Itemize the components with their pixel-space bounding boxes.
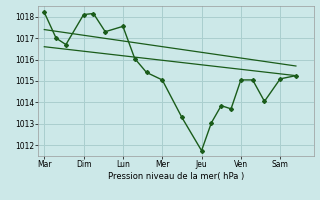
X-axis label: Pression niveau de la mer( hPa ): Pression niveau de la mer( hPa ) (108, 172, 244, 181)
